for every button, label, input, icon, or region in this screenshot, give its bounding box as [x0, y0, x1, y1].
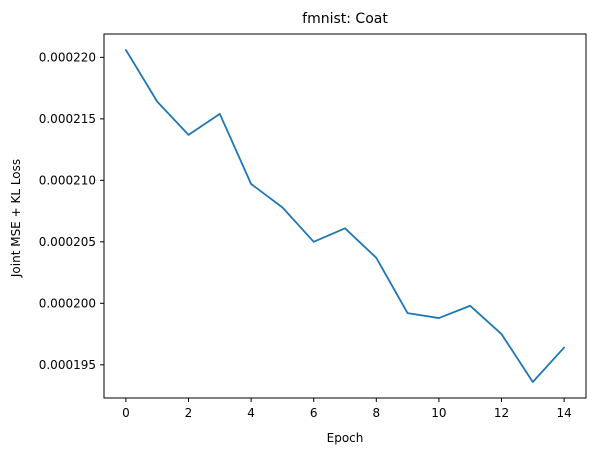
x-tick-label: 12	[494, 406, 509, 420]
x-tick-label: 10	[431, 406, 446, 420]
x-axis-label: Epoch	[327, 431, 364, 445]
y-tick-label: 0.000200	[39, 296, 96, 310]
x-tick-label: 2	[185, 406, 193, 420]
y-tick-label: 0.000205	[39, 235, 96, 249]
axis-ticks: 0 2 4 6 8 10 12 14 0.000195 0.000200 0.000205 0.000…	[39, 50, 572, 420]
x-tick-label: 6	[310, 406, 318, 420]
y-tick-label: 0.000210	[39, 173, 96, 187]
x-tick-label: 14	[556, 406, 571, 420]
series-layer	[125, 49, 565, 383]
y-tick-label: 0.000215	[39, 112, 96, 126]
y-tick-label: 0.000195	[39, 358, 96, 372]
plot-frame	[103, 33, 587, 399]
x-tick-label: 4	[247, 406, 255, 420]
x-tick-label: 0	[122, 406, 130, 420]
series-line	[125, 49, 565, 383]
chart-title: fmnist: Coat	[302, 11, 388, 27]
y-axis-label: Joint MSE + KL Loss	[9, 159, 23, 278]
y-tick-label: 0.000220	[39, 50, 96, 64]
x-tick-label: 8	[372, 406, 380, 420]
